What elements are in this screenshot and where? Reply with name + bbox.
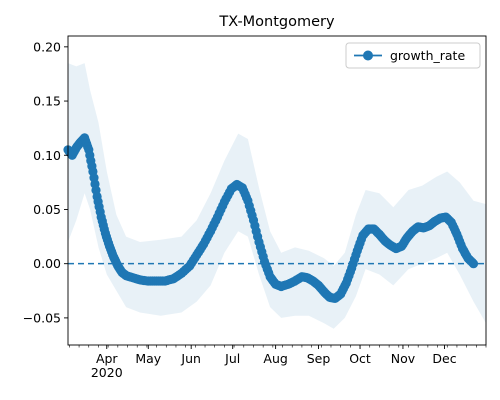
y-tick-label: 0.10 bbox=[33, 148, 61, 163]
x-tick-label: Nov bbox=[391, 351, 416, 366]
chart-title: TX-Montgomery bbox=[218, 14, 335, 30]
x-tick-label: Sep bbox=[307, 351, 331, 366]
x-tick-label: Jul bbox=[224, 351, 240, 366]
y-tick-label: 0.05 bbox=[33, 202, 61, 217]
legend-box bbox=[345, 42, 481, 69]
x-year-label: 2020 bbox=[91, 365, 123, 380]
y-tick-label: 0.20 bbox=[33, 39, 61, 54]
series-layer bbox=[63, 133, 479, 303]
legend: growth_rate bbox=[345, 42, 481, 69]
x-tick-label: Apr bbox=[96, 351, 118, 366]
x-axis-ticks: Apr May Jun Jul Aug Sep Oct Nov Dec bbox=[69, 345, 487, 366]
x-tick-label: Oct bbox=[349, 351, 371, 366]
y-tick-label: −0.05 bbox=[23, 310, 61, 325]
x-tick-label: Jun bbox=[180, 351, 201, 366]
x-tick-label: Dec bbox=[432, 351, 456, 366]
legend-label-growth-rate: growth_rate bbox=[390, 48, 465, 63]
x-tick-label: May bbox=[135, 351, 161, 366]
plot-frame bbox=[67, 35, 487, 346]
legend-series-marker bbox=[363, 50, 373, 61]
x-tick-label: Aug bbox=[263, 351, 287, 366]
y-axis-ticks: −0.05 0.00 0.05 0.10 0.15 0.20 bbox=[23, 39, 68, 325]
y-tick-label: 0.15 bbox=[33, 94, 61, 109]
data-point bbox=[468, 259, 479, 269]
confidence-band bbox=[68, 63, 486, 329]
y-tick-label: 0.00 bbox=[33, 256, 61, 271]
confidence-band-layer bbox=[68, 63, 486, 329]
